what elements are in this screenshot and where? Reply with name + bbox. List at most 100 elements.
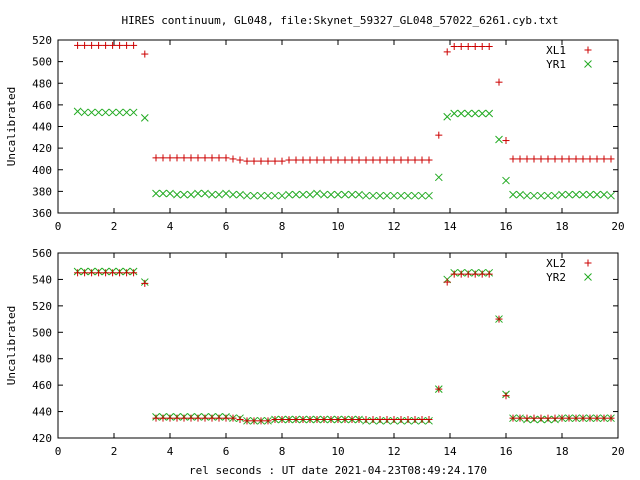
data-point-yr1 xyxy=(122,108,131,117)
data-point-xl1 xyxy=(123,41,131,49)
data-point-xl2 xyxy=(495,315,503,323)
cross-stroke xyxy=(129,108,138,117)
data-point-xl2 xyxy=(166,414,174,422)
data-point-yr1 xyxy=(187,190,195,199)
data-point-xl2 xyxy=(74,269,82,277)
data-point-xl2 xyxy=(464,270,472,278)
cross-stroke xyxy=(584,273,592,281)
data-point-xl1 xyxy=(558,155,566,163)
cross-stroke xyxy=(278,191,286,200)
data-point-yr1 xyxy=(222,189,230,198)
x-tick-label: 20 xyxy=(611,445,624,458)
data-point-yr1 xyxy=(572,190,580,199)
cross-stroke xyxy=(327,190,335,199)
data-point-yr1 xyxy=(334,190,342,199)
data-point-xl2 xyxy=(215,414,223,422)
data-point-xl1 xyxy=(88,41,96,49)
y-tick-label: 460 xyxy=(32,379,52,392)
data-point-yr1 xyxy=(348,190,356,199)
cross-stroke xyxy=(404,191,412,200)
data-point-xl1 xyxy=(194,154,202,162)
y-tick-label: 540 xyxy=(32,273,52,286)
cross-stroke xyxy=(565,190,573,199)
cross-stroke xyxy=(390,191,398,200)
data-point-xl2 xyxy=(285,416,293,423)
cross-stroke xyxy=(355,190,363,199)
data-point-xl1 xyxy=(471,42,479,50)
data-point-xl1 xyxy=(418,156,426,164)
data-point-xl2 xyxy=(109,269,117,277)
data-point-yr1 xyxy=(558,190,566,199)
data-point-yr1 xyxy=(383,191,391,200)
cross-stroke xyxy=(509,190,517,199)
data-point-yr1 xyxy=(516,190,524,199)
data-point-xl1 xyxy=(390,156,398,164)
cross-stroke xyxy=(87,108,96,117)
cross-stroke xyxy=(250,191,258,200)
x-tick-label: 2 xyxy=(111,220,118,233)
cross-stroke xyxy=(418,191,426,200)
data-point-xl1 xyxy=(565,155,573,163)
data-point-xl2 xyxy=(341,416,349,423)
data-point-xl1 xyxy=(257,157,265,165)
x-tick-label: 14 xyxy=(443,445,457,458)
data-point-xl1 xyxy=(464,42,472,50)
data-point-xl1 xyxy=(369,156,377,164)
data-point-xl1 xyxy=(600,155,608,163)
data-point-xl1 xyxy=(264,157,272,165)
x-tick-label: 12 xyxy=(387,445,400,458)
y-tick-label: 460 xyxy=(32,99,52,112)
data-point-yr1 xyxy=(292,190,300,199)
legend-marker xyxy=(584,273,592,281)
data-point-xl2 xyxy=(600,414,608,422)
x-tick-label: 8 xyxy=(279,220,286,233)
data-point-yr1 xyxy=(229,190,237,199)
x-tick-label: 10 xyxy=(331,445,344,458)
legend-marker xyxy=(584,46,592,54)
data-point-yr1 xyxy=(94,108,103,117)
cross-stroke xyxy=(544,191,552,200)
data-point-xl1 xyxy=(166,154,174,162)
data-point-xl1 xyxy=(348,156,356,164)
cross-stroke xyxy=(208,190,216,199)
data-point-xl1 xyxy=(152,154,160,162)
cross-stroke xyxy=(229,190,237,199)
data-point-xl1 xyxy=(327,156,335,164)
data-point-yr1 xyxy=(208,190,216,199)
data-point-yr1 xyxy=(397,191,405,200)
data-point-xl1 xyxy=(411,156,419,164)
data-point-xl2 xyxy=(411,416,419,423)
data-point-xl2 xyxy=(257,417,265,425)
data-point-xl1 xyxy=(516,155,524,163)
data-point-yr1 xyxy=(593,190,601,199)
cross-stroke xyxy=(159,189,167,198)
data-point-xl2 xyxy=(558,414,566,422)
data-point-xl1 xyxy=(130,41,138,49)
data-point-xl2 xyxy=(201,414,209,422)
data-point-yr1 xyxy=(285,190,293,199)
cross-stroke xyxy=(478,109,487,118)
data-point-xl1 xyxy=(397,156,405,164)
y-tick-label: 400 xyxy=(32,164,52,177)
cross-stroke xyxy=(166,189,174,198)
data-point-xl2 xyxy=(369,416,377,423)
x-tick-label: 0 xyxy=(55,220,62,233)
cross-stroke xyxy=(94,108,103,117)
data-point-xl2 xyxy=(443,278,451,286)
data-point-xl1 xyxy=(285,156,293,164)
data-point-xl2 xyxy=(509,414,517,422)
cross-stroke xyxy=(450,109,459,118)
y-axis-label: Uncalibrated xyxy=(5,87,18,166)
cross-stroke xyxy=(485,109,494,118)
data-point-xl2 xyxy=(173,414,181,422)
cross-stroke xyxy=(313,189,321,198)
data-point-xl2 xyxy=(271,416,279,423)
data-point-xl1 xyxy=(215,154,223,162)
cross-stroke xyxy=(443,112,452,121)
data-point-xl2 xyxy=(334,416,342,423)
data-point-yr1 xyxy=(478,109,487,118)
data-point-xl2 xyxy=(478,270,486,278)
y-tick-label: 520 xyxy=(32,300,52,313)
cross-stroke xyxy=(502,176,510,185)
